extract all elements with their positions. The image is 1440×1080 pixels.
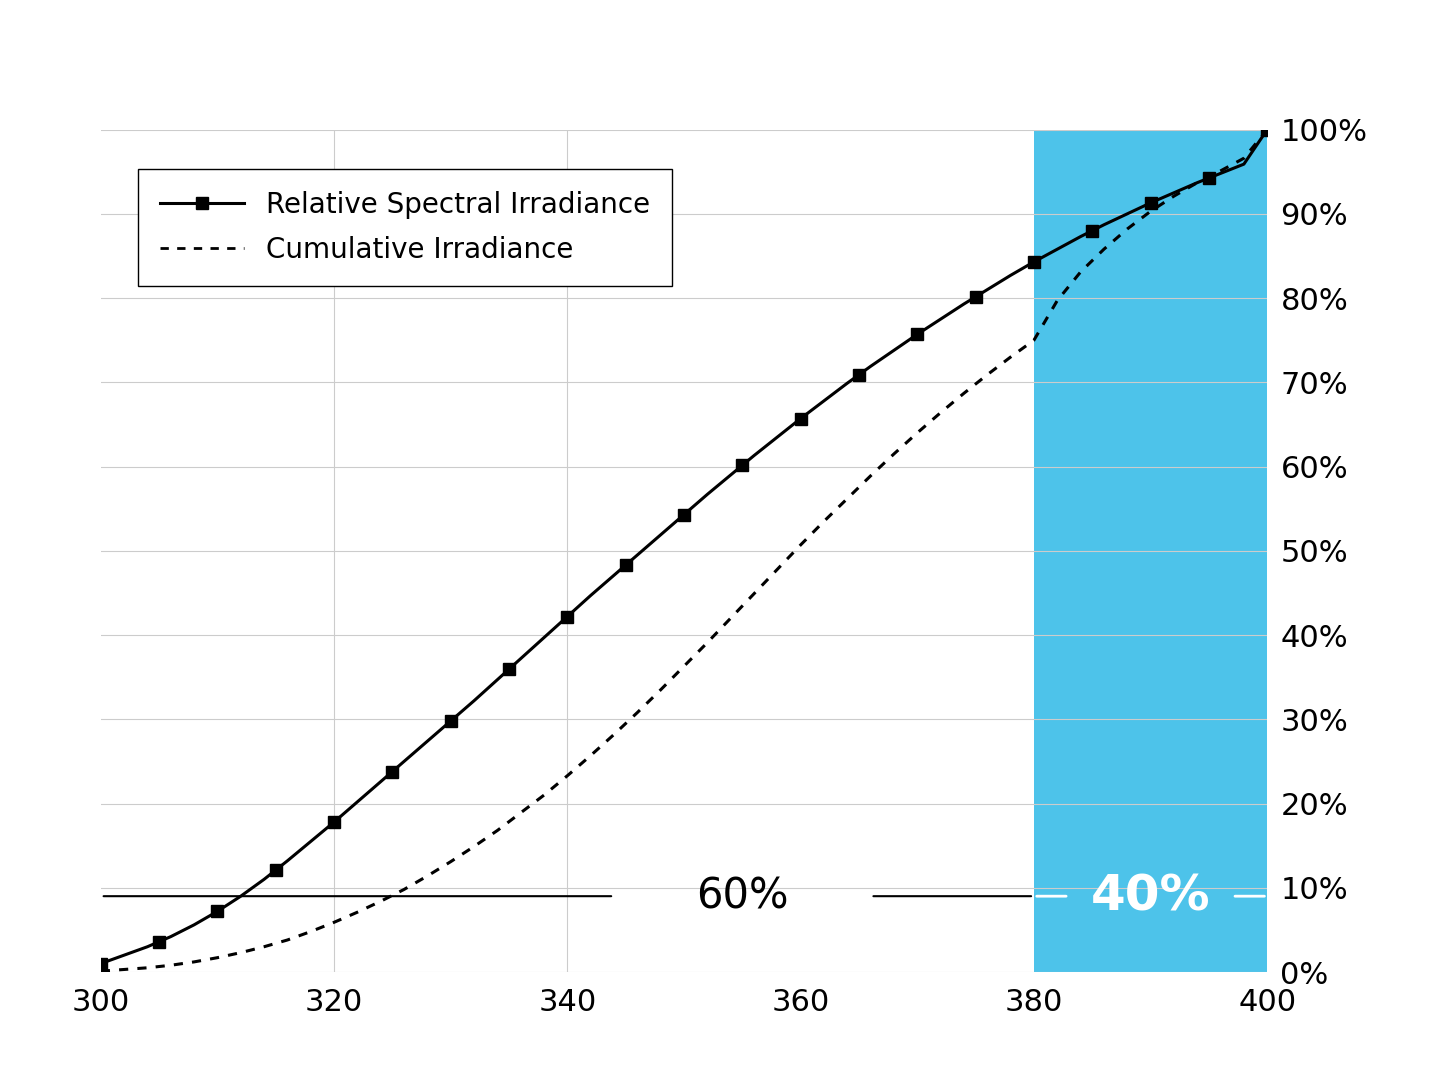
Text: 60%: 60% [696,875,789,917]
Text: 40%: 40% [1090,873,1211,920]
Legend: Relative Spectral Irradiance, Cumulative Irradiance: Relative Spectral Irradiance, Cumulative… [138,168,672,286]
Bar [1034,130,1267,972]
